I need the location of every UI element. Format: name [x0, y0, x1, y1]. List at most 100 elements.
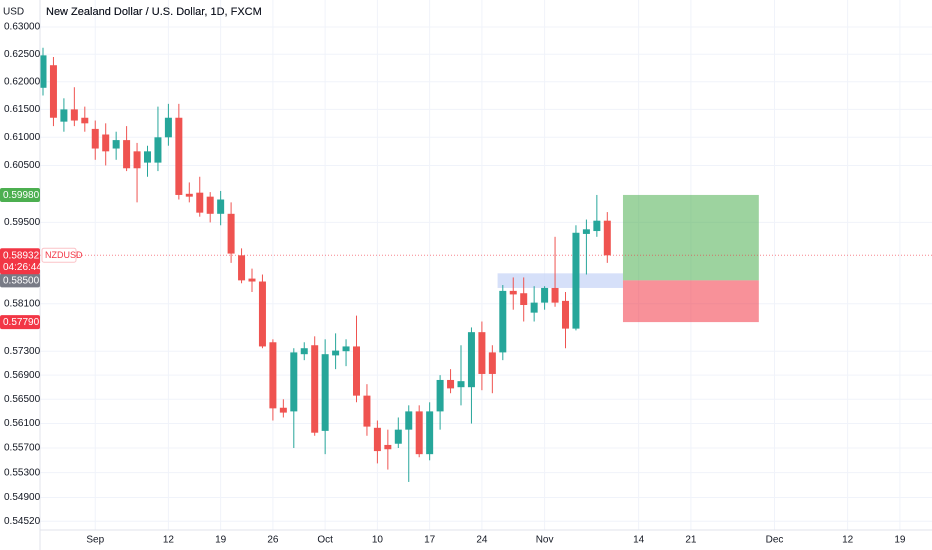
x-tick-label: Oct: [317, 535, 333, 546]
candle-body: [509, 290, 517, 295]
candle-body: [593, 220, 601, 232]
candle-body: [123, 140, 131, 169]
price-badge: [0, 187, 40, 202]
symbol-label: NZDUSD: [45, 250, 83, 260]
y-tick-label: 0.58100: [4, 298, 41, 309]
candle-body: [112, 140, 120, 149]
x-tick-label: 19: [894, 535, 906, 546]
x-tick-label: 19: [215, 535, 227, 546]
candle-body: [300, 348, 308, 355]
candle-body: [238, 255, 246, 281]
chart-title: New Zealand Dollar / U.S. Dollar, 1D, FX…: [46, 6, 262, 18]
candle-body: [91, 128, 99, 149]
x-tick-label: Sep: [86, 535, 104, 546]
candle-body: [447, 379, 455, 389]
candle-body: [196, 192, 204, 213]
y-tick-label: 0.60500: [4, 160, 41, 171]
y-tick-label: 0.62000: [4, 76, 41, 87]
zone: [497, 273, 623, 288]
candle-body: [185, 193, 193, 197]
candle-body: [60, 109, 68, 122]
x-tick-label: 24: [476, 535, 488, 546]
candle-body: [582, 229, 590, 234]
candle-body: [311, 345, 319, 433]
x-tick-label: 12: [842, 535, 854, 546]
y-tick-label: 0.55700: [4, 443, 41, 454]
price-badge-label: 0.58500: [3, 275, 40, 286]
candle-body: [258, 281, 266, 347]
candle-body: [248, 278, 256, 282]
candle-body: [499, 290, 507, 353]
candle-body: [478, 332, 486, 374]
candle-body: [70, 109, 78, 121]
price-badge-label: 0.59980: [3, 190, 40, 201]
x-tick-label: Nov: [536, 535, 554, 546]
candle-body: [467, 332, 475, 388]
candle-body: [363, 395, 371, 427]
y-tick-label: 0.54520: [4, 516, 41, 527]
countdown-label: 04:26:44: [3, 262, 42, 273]
candle-body: [551, 287, 559, 303]
candle-body: [488, 352, 496, 374]
grid: [40, 0, 932, 530]
y-tick-label: 0.54900: [4, 492, 41, 503]
price-badge-label: 0.57790: [3, 317, 40, 328]
x-tick-label: 26: [267, 535, 279, 546]
candle-body: [530, 302, 538, 313]
loss-zone: [622, 280, 759, 323]
x-tick-label: 10: [372, 535, 384, 546]
candle-body: [279, 407, 287, 413]
y-tick-label: 0.56500: [4, 394, 41, 405]
candle-body: [154, 137, 162, 163]
y-tick-label: 0.59500: [4, 217, 41, 228]
candle-body: [206, 196, 214, 214]
candle-body: [227, 213, 235, 254]
candle-body: [353, 346, 360, 396]
candle-body: [321, 354, 329, 431]
candle-body: [394, 429, 402, 444]
candle-body: [144, 151, 151, 163]
candle-body: [39, 55, 47, 88]
candle-body: [49, 65, 57, 118]
x-tick-label: 17: [424, 535, 436, 546]
candle-body: [133, 151, 141, 169]
candle-body: [102, 134, 110, 152]
candle-body: [562, 300, 569, 329]
y-tick-label: 0.57300: [4, 346, 41, 357]
y-tick-label: 0.62500: [4, 49, 41, 60]
candle-body: [342, 346, 350, 352]
candle-body: [290, 352, 298, 412]
x-tick-label: 12: [163, 535, 175, 546]
candle-body: [81, 117, 89, 124]
price-badge: [0, 273, 40, 288]
y-tick-label: 0.55300: [4, 467, 41, 478]
y-tick-label: 0.63000: [4, 22, 41, 33]
price-badge: [0, 315, 40, 330]
candle-body: [373, 427, 381, 452]
y-tick-label: 0.61500: [4, 104, 41, 115]
x-tick-label: 14: [633, 535, 645, 546]
last-price-label: 0.58932: [3, 250, 40, 261]
currency-label: USD: [3, 7, 24, 18]
candle-body: [541, 287, 549, 303]
candle-body: [384, 444, 392, 450]
x-tick-label: Dec: [766, 535, 784, 546]
candle-body: [520, 293, 528, 305]
chart-title: New Zealand Dollar / U.S. Dollar, 1D, FX…: [46, 6, 262, 18]
candle-body: [405, 411, 413, 430]
y-tick-label: 0.61000: [4, 132, 41, 143]
y-tick-label: 0.56100: [4, 418, 41, 429]
candle-body: [175, 117, 183, 195]
x-tick-label: 21: [685, 535, 697, 546]
candle-body: [572, 232, 580, 329]
profit-zone: [622, 194, 759, 281]
candle-body: [436, 379, 444, 412]
candle-body: [457, 381, 465, 388]
symbol-tag: [41, 247, 77, 263]
candle-body: [415, 411, 423, 455]
candle-body: [426, 411, 434, 455]
candle-body: [269, 342, 277, 409]
candle-body: [164, 117, 172, 138]
candle-body: [332, 350, 340, 356]
